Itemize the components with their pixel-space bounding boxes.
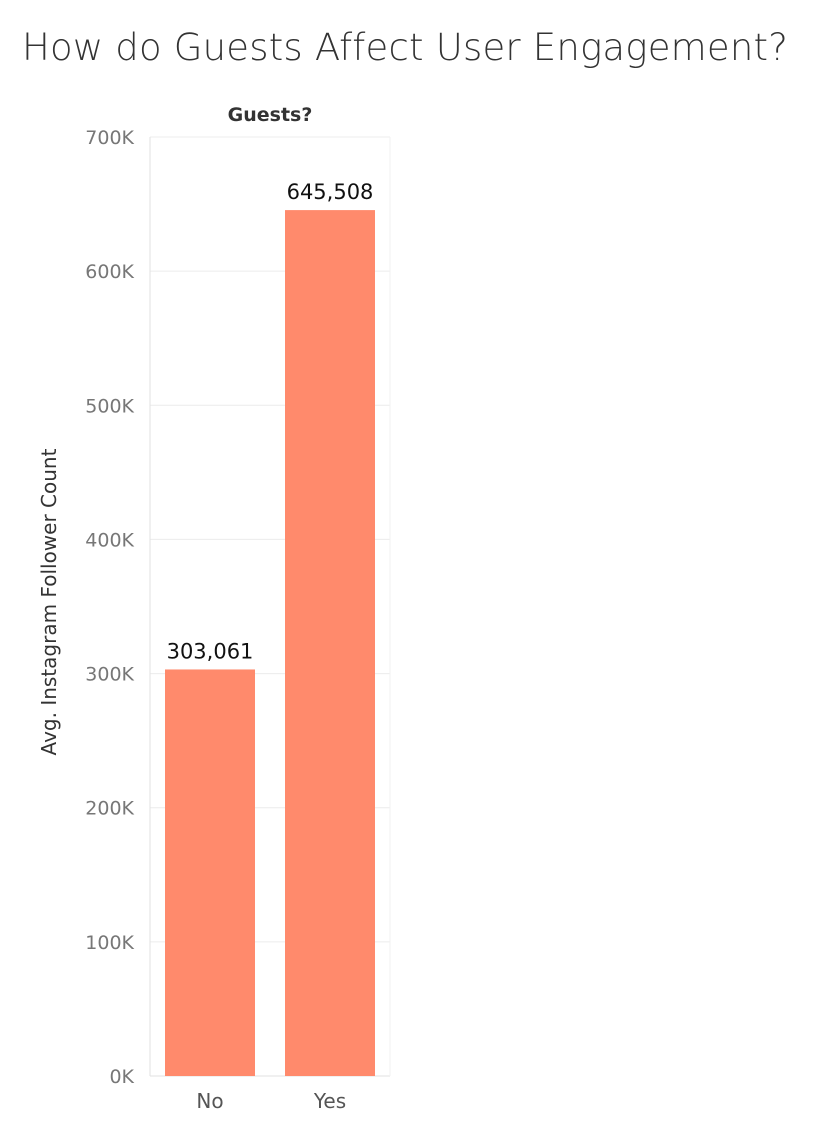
x-tick-label: No	[196, 1089, 223, 1113]
y-tick-label: 300K	[85, 664, 134, 686]
labels: 0K 100K 200K 300K 400K 500K 600K 700K 303,061 No 6…	[85, 127, 373, 1113]
bar-no[interactable]	[165, 669, 255, 1076]
y-tick-label: 700K	[85, 127, 134, 149]
y-tick-label: 0K	[109, 1066, 134, 1088]
data-label: 303,061	[167, 639, 254, 663]
data-label: 645,508	[287, 180, 374, 204]
y-tick-label: 200K	[85, 798, 134, 820]
y-tick-label: 400K	[85, 529, 134, 551]
y-tick-label: 500K	[85, 395, 134, 417]
x-tick-label: Yes	[313, 1089, 346, 1113]
y-tick-label: 600K	[85, 261, 134, 283]
chart-title: How do Guests Affect User Engagement?	[22, 26, 789, 69]
y-axis-title: Avg. Instagram Follower Count	[37, 448, 61, 755]
column-header: Guests?	[228, 104, 313, 126]
bars	[165, 210, 375, 1077]
bar-yes[interactable]	[285, 210, 375, 1077]
y-tick-label: 100K	[85, 932, 134, 954]
